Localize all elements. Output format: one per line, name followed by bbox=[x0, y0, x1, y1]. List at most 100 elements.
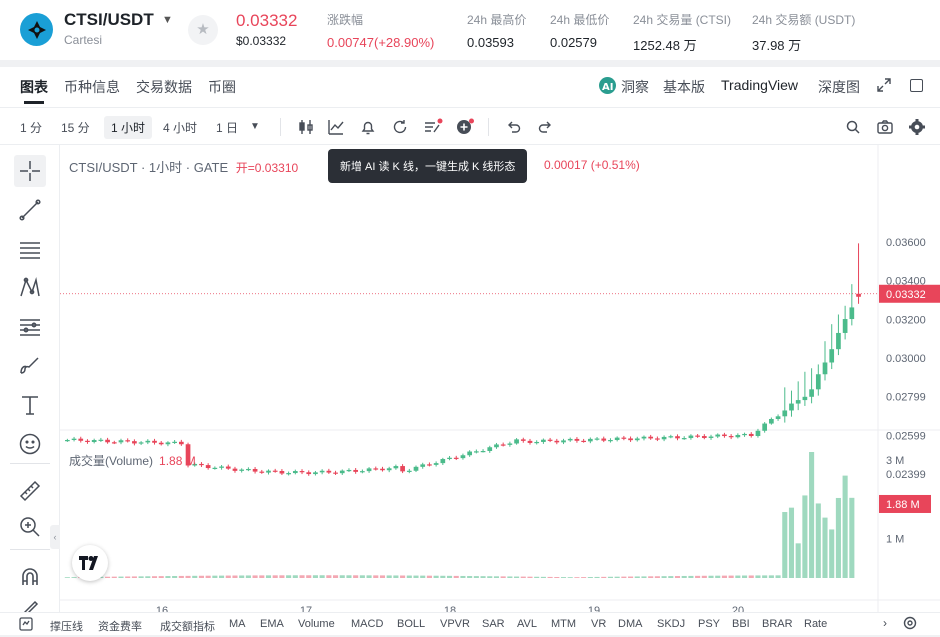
candle-body bbox=[554, 440, 560, 443]
pattern-icon[interactable] bbox=[14, 272, 46, 304]
indicator-5[interactable]: Volume bbox=[298, 618, 335, 630]
pair-dropdown-icon[interactable]: ▼ bbox=[162, 14, 173, 26]
candle-type-icon[interactable] bbox=[297, 118, 315, 136]
timeframe-1d[interactable]: 1 日 bbox=[216, 121, 239, 135]
indicator-11[interactable]: MTM bbox=[551, 618, 577, 630]
timeframe-4h[interactable]: 4 小时 bbox=[163, 121, 198, 135]
candle-body bbox=[246, 468, 251, 471]
volume-legend: 成交量(Volume) 1.88 M bbox=[69, 452, 196, 469]
tab-chart[interactable]: 图表 bbox=[20, 79, 48, 95]
tab-tradingview[interactable]: TradingView bbox=[721, 77, 799, 93]
candle-body bbox=[762, 423, 768, 431]
collapse-sidebar-icon[interactable]: ‹ bbox=[50, 525, 60, 549]
tab-basic[interactable]: 基本版 bbox=[663, 79, 705, 95]
fibonacci-icon[interactable] bbox=[14, 311, 46, 343]
tab-depth[interactable]: 深度图 bbox=[818, 79, 860, 95]
stat-value: 0.00747(+28.90%) bbox=[327, 35, 435, 50]
candle-body bbox=[467, 451, 472, 456]
redo-icon[interactable] bbox=[536, 118, 554, 136]
undo-icon[interactable] bbox=[505, 118, 523, 136]
timeframe-1h[interactable]: 1 小时 bbox=[104, 116, 153, 139]
emoji-icon[interactable] bbox=[14, 428, 46, 460]
stat-value: 37.98 万 bbox=[752, 38, 802, 53]
camera-icon[interactable] bbox=[876, 118, 894, 136]
tab-insight[interactable]: 洞察 bbox=[621, 79, 649, 95]
scroll-right-icon[interactable]: › bbox=[883, 616, 887, 630]
divider bbox=[10, 549, 50, 550]
indicator-8[interactable]: VPVR bbox=[440, 618, 470, 630]
volume-bar bbox=[346, 575, 352, 578]
ruler-icon[interactable] bbox=[14, 475, 46, 507]
magnet-icon[interactable] bbox=[14, 561, 46, 593]
indicator-16[interactable]: BBI bbox=[732, 618, 750, 630]
horizontal-lines-icon[interactable] bbox=[14, 233, 46, 265]
zoom-in-icon[interactable] bbox=[14, 511, 46, 543]
candle-body bbox=[715, 434, 721, 437]
timeframe-dropdown-icon[interactable]: ▼ bbox=[250, 121, 260, 132]
add-icon[interactable] bbox=[455, 118, 474, 136]
indicator-14[interactable]: SKDJ bbox=[657, 618, 686, 630]
candle-body bbox=[648, 436, 654, 439]
tab-trade-data[interactable]: 交易数据 bbox=[136, 79, 192, 95]
candle-body bbox=[138, 442, 144, 444]
text-tool-icon[interactable] bbox=[14, 389, 46, 421]
stat-change: 涨跌幅 0.00747(+28.90%) bbox=[327, 11, 434, 50]
candle-body bbox=[815, 374, 821, 390]
volume-bar bbox=[695, 575, 701, 578]
candle-body bbox=[78, 438, 84, 441]
window-icon[interactable] bbox=[910, 79, 923, 92]
tab-coin-info[interactable]: 币种信息 bbox=[64, 79, 120, 95]
pair-symbol[interactable]: CTSI/USDT bbox=[64, 10, 154, 29]
trend-line-icon[interactable] bbox=[14, 194, 46, 226]
indicator-7[interactable]: BOLL bbox=[397, 618, 426, 630]
brush-icon[interactable] bbox=[14, 350, 46, 382]
volume-bar bbox=[339, 575, 345, 578]
chart-settings-icon[interactable] bbox=[902, 615, 918, 636]
indicator-17[interactable]: BRAR bbox=[762, 618, 793, 630]
volume-bar bbox=[333, 575, 339, 578]
volume-bar bbox=[520, 576, 526, 578]
candle-body bbox=[581, 440, 586, 443]
indicator-15[interactable]: PSY bbox=[698, 618, 721, 630]
favorite-star-icon[interactable]: ★ bbox=[188, 15, 218, 45]
tradingview-logo[interactable] bbox=[72, 545, 108, 581]
candlestick-chart-svg[interactable]: 0.03600 0.03400 0.03200 0.03000 0.02799 0.025… bbox=[60, 145, 940, 620]
indicators-icon[interactable] bbox=[327, 118, 345, 136]
indicator-0[interactable]: 撑压线 bbox=[50, 621, 83, 633]
indicator-3[interactable]: MA bbox=[229, 618, 246, 630]
indicator-12[interactable]: VR bbox=[591, 618, 607, 630]
settings-gear-icon[interactable] bbox=[908, 118, 926, 136]
drawing-toolbar: ‹ bbox=[0, 145, 60, 620]
indicator-2[interactable]: 成交额指标 bbox=[160, 621, 215, 633]
candle-body bbox=[111, 442, 117, 444]
current-price-label: 0.03332 bbox=[886, 289, 926, 301]
indicator-10[interactable]: AVL bbox=[517, 618, 537, 630]
replay-icon[interactable] bbox=[391, 118, 409, 136]
indicator-9[interactable]: SAR bbox=[482, 618, 505, 630]
candle-body bbox=[199, 463, 204, 466]
indicator-4[interactable]: EMA bbox=[260, 618, 284, 630]
candle-body bbox=[440, 459, 446, 464]
indicator-1[interactable]: 资金费率 bbox=[98, 621, 142, 633]
candle-body bbox=[534, 441, 540, 444]
indicator-13[interactable]: DMA bbox=[618, 618, 643, 630]
price-chart[interactable]: 0.03600 0.03400 0.03200 0.03000 0.02799 0.025… bbox=[60, 145, 940, 620]
legend-open: 开=0.03310 bbox=[235, 161, 299, 175]
volume-bar bbox=[661, 576, 667, 578]
candle-body bbox=[541, 439, 546, 442]
indicator-18[interactable]: Rate bbox=[804, 618, 828, 630]
tab-circle[interactable]: 币圈 bbox=[208, 79, 236, 95]
crosshair-icon[interactable] bbox=[14, 155, 46, 187]
candle-body bbox=[775, 416, 781, 419]
stat-volume: 24h 交易量 (CTSI) 1252.48 万 bbox=[633, 11, 731, 54]
alert-icon[interactable] bbox=[359, 118, 377, 136]
candle-body bbox=[480, 451, 486, 453]
search-icon[interactable] bbox=[844, 118, 862, 136]
indicator-template-icon[interactable] bbox=[18, 616, 34, 637]
timeframe-1m[interactable]: 1 分 bbox=[20, 121, 43, 135]
insight-icon[interactable]: AI bbox=[599, 77, 616, 94]
ai-kline-icon[interactable] bbox=[423, 118, 443, 136]
indicator-6[interactable]: MACD bbox=[351, 618, 384, 630]
expand-icon[interactable] bbox=[877, 78, 891, 97]
timeframe-15m[interactable]: 15 分 bbox=[61, 121, 90, 135]
